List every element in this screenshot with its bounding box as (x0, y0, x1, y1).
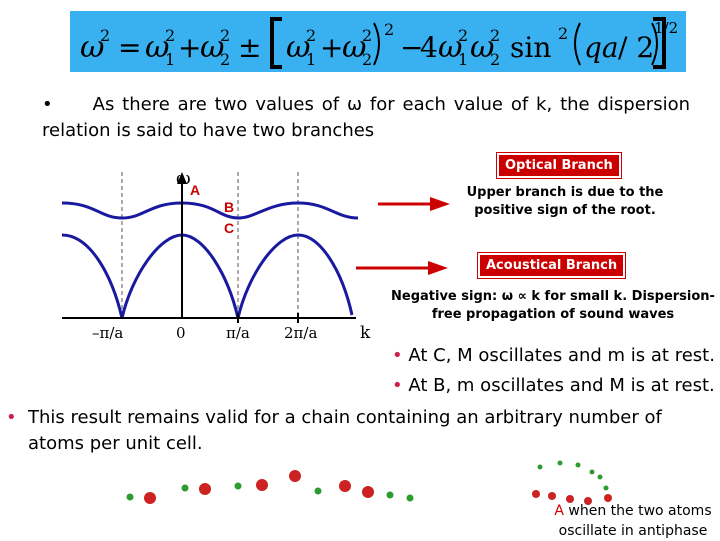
formula-sup: 2 (165, 26, 175, 45)
observation-bullet: • (392, 375, 403, 396)
antiphase-text: when the two atoms oscillate in antiphas… (558, 503, 712, 539)
formula-sup: 2 (490, 26, 500, 45)
light-atom (537, 464, 543, 470)
formula-plus: + (178, 31, 201, 64)
intro-paragraph: • As there are two values of ω for each v… (42, 92, 690, 144)
heavy-atom (289, 470, 301, 482)
result-text: This result remains valid for a chain co… (28, 407, 662, 454)
formula-sub: 1 (458, 50, 468, 69)
formula-sup: 2 (100, 26, 110, 45)
light-atom (557, 460, 563, 466)
formula-sub: 2 (490, 50, 500, 69)
point-a-label: A (190, 182, 200, 198)
k-axis-label: k (360, 323, 371, 343)
heavy-atom (566, 495, 574, 503)
light-atom (406, 494, 414, 502)
formula-left-bracket (270, 17, 282, 69)
observation-item: • At C, M oscillates and m is at rest. (392, 341, 715, 371)
acoustic-branch-note: Negative sign: ω ∝ k for small k. Disper… (391, 289, 715, 322)
observation-text: At C, M oscillates and m is at rest. (408, 345, 715, 366)
light-atom (589, 469, 595, 475)
light-atom (386, 491, 394, 499)
formula-omega1: ω (145, 30, 169, 65)
light-atom (126, 493, 134, 501)
heavy-atom (584, 497, 592, 505)
heavy-atom (199, 483, 211, 495)
optical-branch-curve (61, 201, 359, 220)
formula-left-paren (574, 22, 581, 66)
light-atom (234, 482, 242, 490)
formula-sub: 1 (165, 50, 175, 69)
formula-omega2c: ω (470, 30, 494, 65)
heavy-atom (339, 480, 351, 492)
omega-axis-arrow (177, 172, 187, 184)
dispersion-formula: ω 2 = ω 2 1 + ω 2 2 ± ω 2 1 + ω 2 2 2 − … (70, 11, 686, 72)
formula-right-bracket (653, 17, 666, 69)
observation-item: • At B, m oscillates and M is at rest. (392, 371, 715, 401)
tick-label: –π/a (92, 324, 123, 342)
dashed-guides (121, 172, 299, 318)
formula-omega1c: ω (438, 30, 462, 65)
optical-branch-note: Upper branch is due to the positive sign… (466, 185, 664, 218)
formula-omega2b: ω (342, 30, 366, 65)
formula-qa: qa (584, 31, 619, 64)
point-c-label: C (224, 220, 234, 236)
formula-plusminus: ± (238, 31, 261, 64)
formula-sin: sin (510, 31, 551, 64)
formula-svg: ω 2 = ω 2 1 + ω 2 2 ± ω 2 1 + ω 2 2 2 − … (80, 17, 678, 69)
formula-sub: 2 (362, 50, 372, 69)
light-atom (575, 462, 581, 468)
antiphase-a-label: A (554, 503, 564, 519)
observations-list: • At C, M oscillates and m is at rest. •… (392, 341, 715, 401)
acoustic-arrow (356, 261, 448, 275)
observation-text: At B, m oscillates and M is at rest. (408, 375, 715, 396)
light-atom (314, 487, 322, 495)
result-bullet-dot: • (6, 407, 17, 428)
acoustic-branch-tag: Acoustical Branch (478, 253, 626, 278)
formula-over2: / 2 (618, 31, 654, 64)
dispersion-diagram: ω A B C –π/a 0 π/a 2π/a k (61, 168, 450, 343)
intro-bullet: • (42, 94, 53, 115)
optical-arrow (378, 197, 450, 211)
formula-omega1b: ω (286, 30, 310, 65)
formula-sup: 2 (220, 26, 230, 45)
heavy-atom (144, 492, 156, 504)
result-bullet: • This result remains valid for a chain c… (6, 405, 716, 457)
formula-equals: = (118, 31, 141, 64)
formula-sub: 1 (306, 50, 316, 69)
antiphase-caption: A when the two atoms oscillate in antiph… (548, 501, 718, 541)
tick-label: 0 (176, 324, 186, 342)
formula-sup: 2 (558, 24, 568, 43)
formula-sup: 2 (458, 26, 468, 45)
optical-branch-tag: Optical Branch (497, 153, 621, 178)
point-b-label: B (224, 199, 234, 215)
light-atom (603, 485, 609, 491)
heavy-atom (532, 490, 540, 498)
formula-omega2: ω (200, 30, 224, 65)
formula-four: 4 (420, 31, 438, 64)
formula-sup: 2 (384, 20, 394, 39)
heavy-atom (604, 494, 612, 502)
heavy-atom (362, 486, 374, 498)
acoustic-branch-curve (61, 233, 354, 319)
formula-minus: − (400, 31, 423, 64)
tick-label: 2π/a (284, 324, 317, 342)
tick-label: π/a (226, 324, 250, 342)
formula-power: 1/2 (654, 19, 678, 37)
formula-omega-lhs: ω (80, 30, 104, 65)
heavy-atom (548, 492, 556, 500)
observation-bullet: • (392, 345, 403, 366)
formula-right-paren (373, 22, 380, 66)
light-atom (597, 474, 603, 480)
formula-sup: 2 (362, 26, 372, 45)
heavy-atom (256, 479, 268, 491)
light-atom (181, 484, 189, 492)
formula-right-paren2 (651, 22, 658, 66)
omega-axis-label: ω (176, 168, 191, 189)
formula-sub: 2 (220, 50, 230, 69)
intro-text: As there are two values of ω for each va… (42, 94, 690, 141)
formula-sup: 2 (306, 26, 316, 45)
atom-chain-illustration (126, 460, 612, 505)
formula-plus: + (320, 31, 343, 64)
